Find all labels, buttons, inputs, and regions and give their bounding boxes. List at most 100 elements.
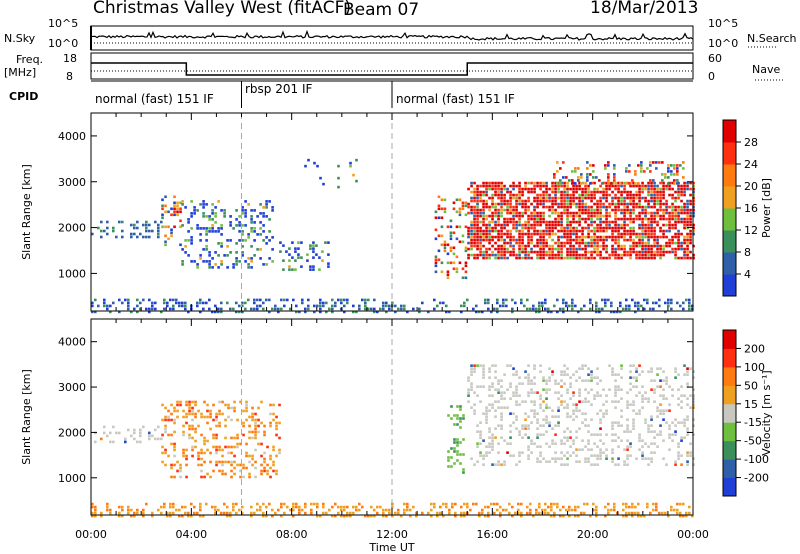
echo-cell	[668, 226, 671, 230]
echo-cell	[607, 179, 610, 182]
echo-cell	[136, 226, 139, 230]
echo-cell	[589, 307, 592, 311]
echo-cell	[173, 207, 176, 211]
echo-cell	[251, 415, 254, 419]
echo-cell	[614, 184, 617, 188]
echo-cell	[638, 364, 641, 367]
echo-cell	[151, 301, 154, 305]
echo-cell	[157, 508, 160, 512]
echo-cell	[620, 253, 623, 257]
echo-cell	[327, 241, 330, 244]
echo-cell	[569, 226, 572, 230]
echo-cell	[220, 511, 223, 515]
echo-cell	[553, 176, 556, 179]
echo-cell	[530, 241, 533, 245]
echo-cell	[647, 241, 650, 245]
echo-cell	[557, 187, 560, 191]
echo-cell	[637, 304, 640, 308]
echo-cell	[631, 514, 634, 518]
echo-cell	[613, 502, 616, 506]
echo-cell	[668, 244, 671, 248]
echo-cell	[476, 196, 479, 200]
echo-cell	[262, 511, 265, 515]
echo-cell	[170, 475, 173, 479]
echo-cell	[674, 226, 677, 230]
echo-cell	[644, 208, 647, 212]
echo-cell	[650, 226, 653, 230]
echo-cell	[154, 301, 157, 305]
echo-cell	[527, 223, 530, 227]
echo-cell	[272, 445, 275, 449]
echo-cell	[206, 448, 209, 452]
echo-cell	[352, 511, 355, 515]
echo-cell	[638, 205, 641, 209]
echo-cell	[277, 508, 280, 512]
echo-cell	[539, 238, 542, 242]
echo-cell	[677, 190, 680, 194]
echo-cell	[554, 442, 557, 445]
echo-cell	[217, 310, 220, 314]
echo-cell	[286, 298, 289, 302]
echo-cell	[161, 204, 164, 208]
echo-cell	[554, 202, 557, 206]
echo-cell	[491, 193, 494, 197]
echo-cell	[233, 400, 236, 404]
echo-cell	[572, 373, 575, 376]
echo-cell	[226, 511, 229, 515]
echo-cell	[665, 241, 668, 245]
echo-cell	[641, 208, 644, 212]
echo-cell	[500, 424, 503, 427]
echo-cell	[200, 457, 203, 461]
echo-cell	[638, 433, 641, 436]
echo-cell	[515, 418, 518, 421]
echo-cell	[263, 430, 266, 434]
echo-cell	[530, 391, 533, 394]
echo-cell	[313, 304, 316, 308]
echo-cell	[583, 304, 586, 308]
echo-cell	[220, 209, 223, 212]
echo-cell	[454, 514, 457, 518]
echo-cell	[590, 211, 593, 215]
echo-cell	[553, 514, 556, 518]
echo-cell	[476, 253, 479, 257]
echo-cell	[241, 233, 244, 236]
echo-cell	[614, 196, 617, 200]
echo-cell	[623, 430, 626, 433]
echo-cell	[566, 220, 569, 224]
echo-cell	[629, 235, 632, 239]
echo-cell	[569, 205, 572, 209]
echo-cell	[191, 454, 194, 458]
echo-cell	[220, 307, 223, 311]
echo-cell	[559, 167, 562, 170]
echo-cell	[572, 403, 575, 406]
echo-cell	[562, 301, 565, 305]
echo-cell	[584, 424, 587, 427]
echo-cell	[554, 460, 557, 463]
echo-cell	[458, 210, 462, 214]
echo-cell	[349, 164, 352, 168]
echo-cell	[602, 412, 605, 415]
echo-cell	[595, 301, 598, 305]
echo-cell	[611, 367, 614, 370]
echo-cell	[181, 263, 184, 266]
echo-cell	[572, 442, 575, 445]
echo-cell	[650, 457, 653, 460]
echo-cell	[470, 226, 473, 230]
echo-cell	[482, 232, 485, 236]
echo-cell	[692, 202, 695, 206]
echo-cell	[551, 202, 554, 206]
echo-cell	[545, 232, 548, 236]
echo-cell	[614, 253, 617, 257]
echo-cell	[185, 400, 188, 404]
echo-cell	[548, 256, 551, 260]
echo-cell	[596, 214, 599, 218]
echo-cell	[470, 364, 473, 367]
echo-cell	[539, 235, 542, 239]
echo-region-power-2	[181, 200, 274, 269]
echo-cell	[482, 463, 485, 466]
echo-cell	[160, 511, 163, 515]
echo-cell	[462, 417, 465, 420]
echo-cell	[544, 502, 547, 506]
echo-cell	[173, 454, 176, 458]
echo-cell	[130, 508, 133, 512]
